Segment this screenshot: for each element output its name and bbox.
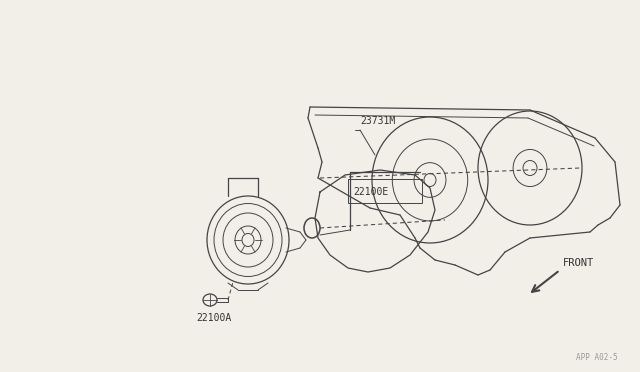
Text: FRONT: FRONT	[563, 258, 595, 268]
Text: 23731M: 23731M	[360, 116, 396, 126]
Text: 22100A: 22100A	[196, 313, 231, 323]
Text: APP A02-5: APP A02-5	[577, 353, 618, 362]
Text: 22100E: 22100E	[353, 187, 388, 197]
